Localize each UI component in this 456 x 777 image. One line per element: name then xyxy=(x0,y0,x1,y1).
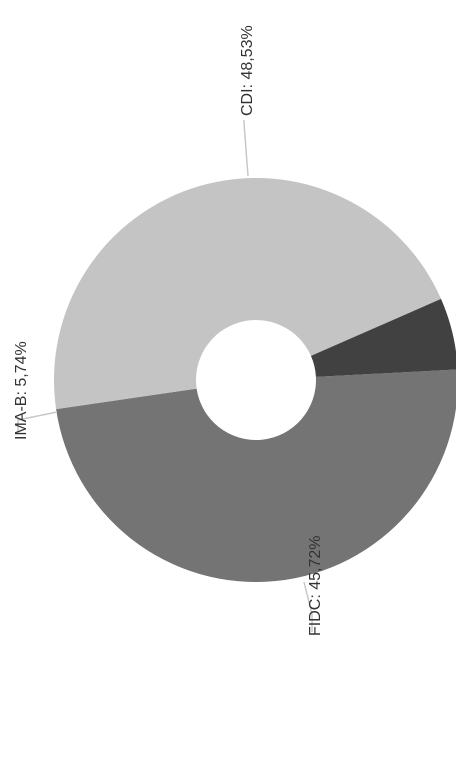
slice-label-ima-b: IMA-B: 5,74% xyxy=(13,341,30,440)
slice-fidc xyxy=(53,177,442,410)
slice-cdi xyxy=(56,369,456,582)
slices-group xyxy=(53,177,456,582)
leader-line-cdi xyxy=(243,120,249,177)
leader-lines-group xyxy=(17,120,313,632)
labels-group: CDI: 48,53% FIDC: 45,72% IMA-B: 5,74% xyxy=(13,25,324,636)
leader-line-fidc xyxy=(303,581,313,632)
slice-label-cdi: CDI: 48,53% xyxy=(239,25,256,116)
slice-label-fidc: FIDC: 45,72% xyxy=(307,536,324,636)
leader-line-ima-b xyxy=(17,411,58,434)
slice-ima-b xyxy=(310,298,456,377)
